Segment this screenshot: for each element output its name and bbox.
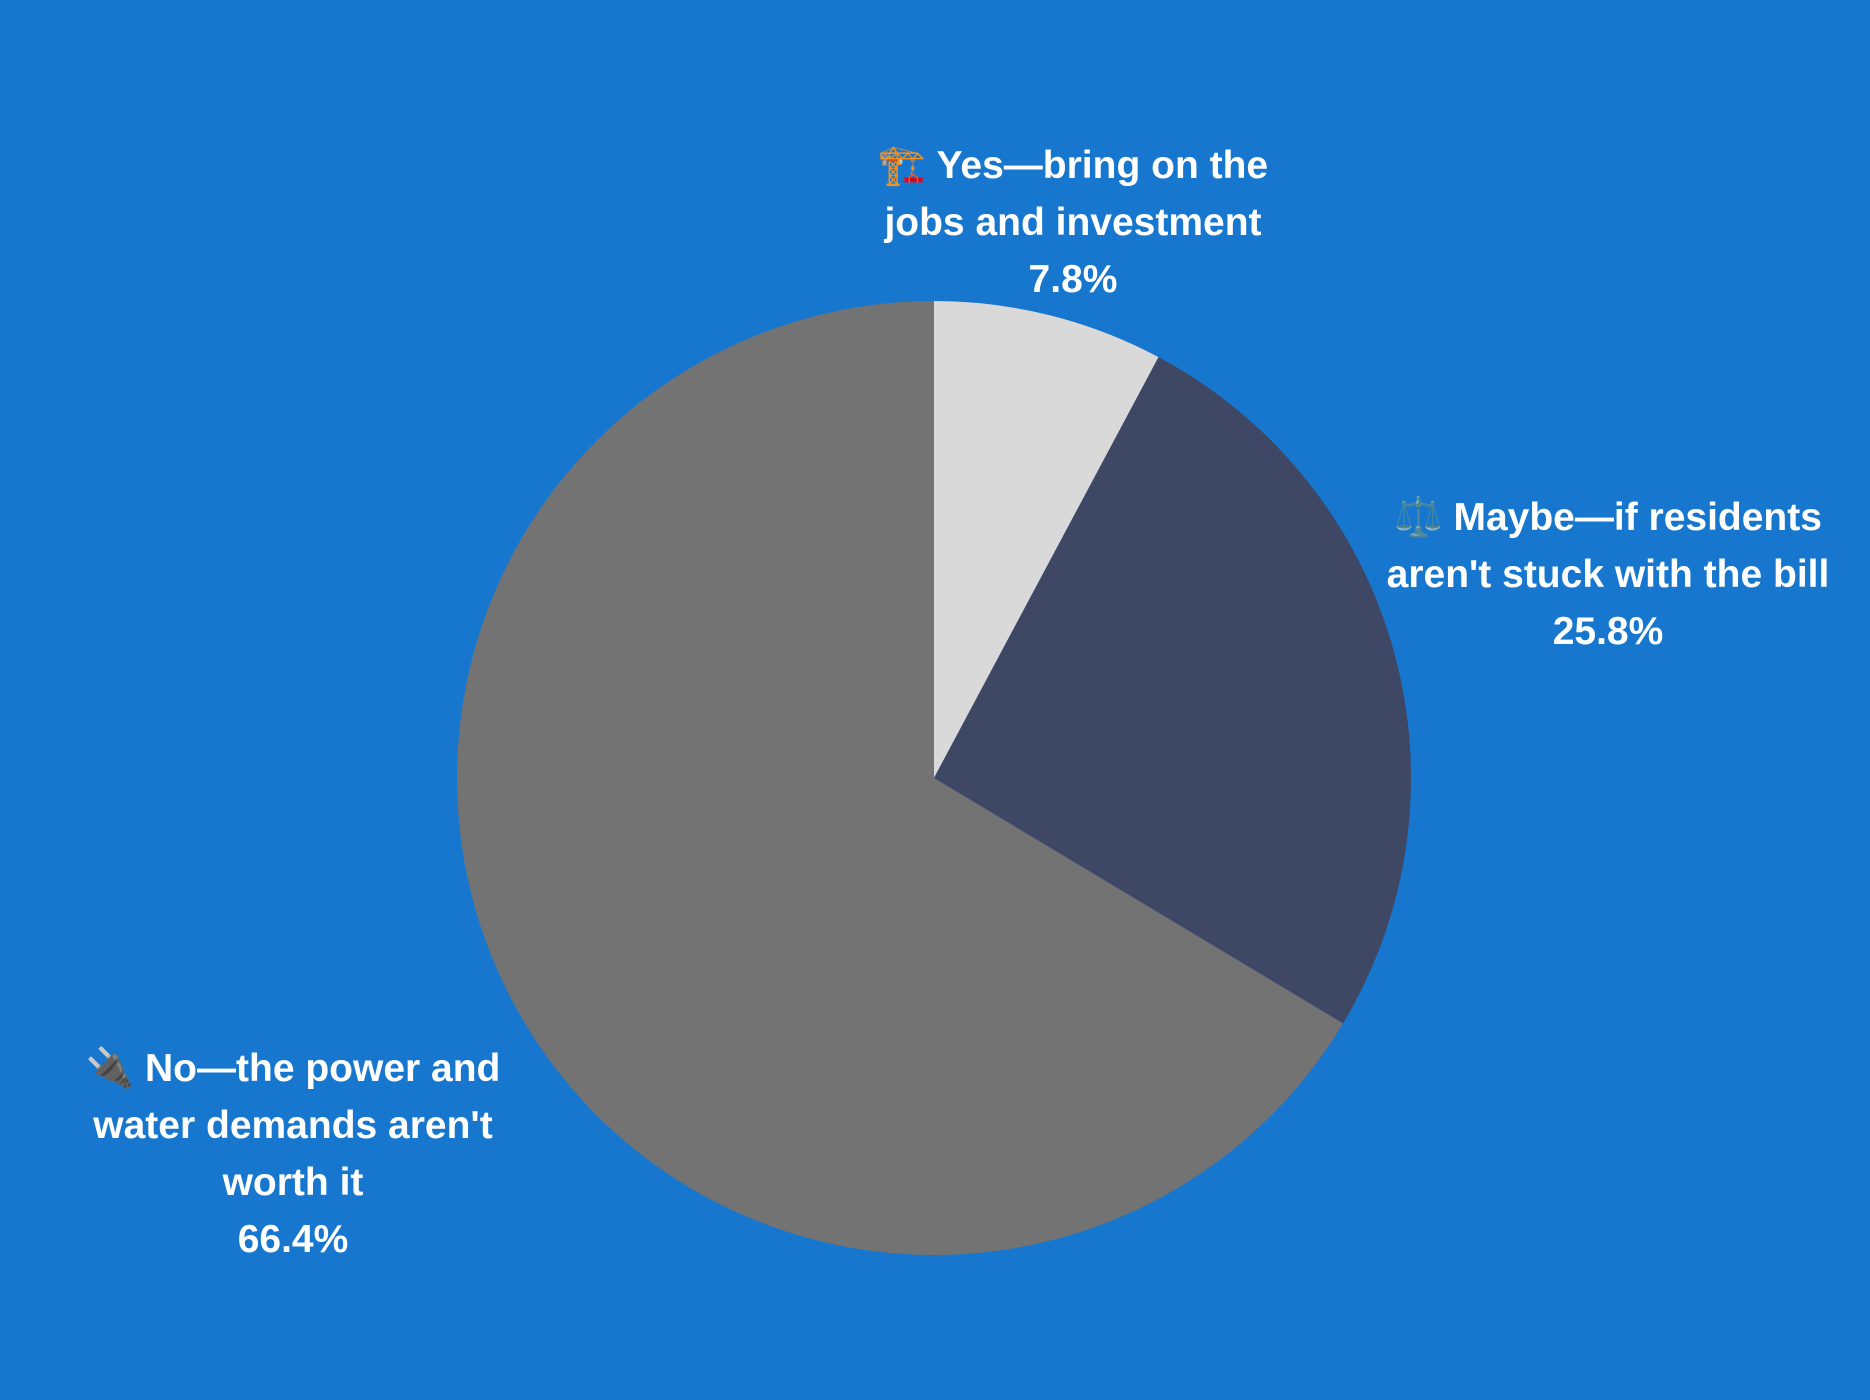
category-label: ⚖️ Maybe—if residents aren't stuck with … — [1386, 496, 1830, 596]
value-label: 66.4% — [237, 1218, 349, 1261]
slice-label: ⚖️ Maybe—if residents aren't stuck with … — [1373, 489, 1843, 660]
pie-slice — [456, 301, 1344, 1255]
value-label: 25.8% — [1552, 610, 1664, 653]
pie-slice — [934, 357, 1411, 1024]
value-label: 7.8% — [1028, 258, 1118, 301]
slice-label: 🏗️ Yes—bring on the jobs and investment 7… — [853, 137, 1293, 308]
category-label: 🏗️ Yes—bring on the jobs and investment — [877, 144, 1269, 244]
pie-slice — [934, 301, 1159, 778]
category-label: 🔌 No—the power and water demands aren't … — [85, 1047, 501, 1204]
slice-label: 🔌 No—the power and water demands aren't … — [63, 1040, 523, 1268]
